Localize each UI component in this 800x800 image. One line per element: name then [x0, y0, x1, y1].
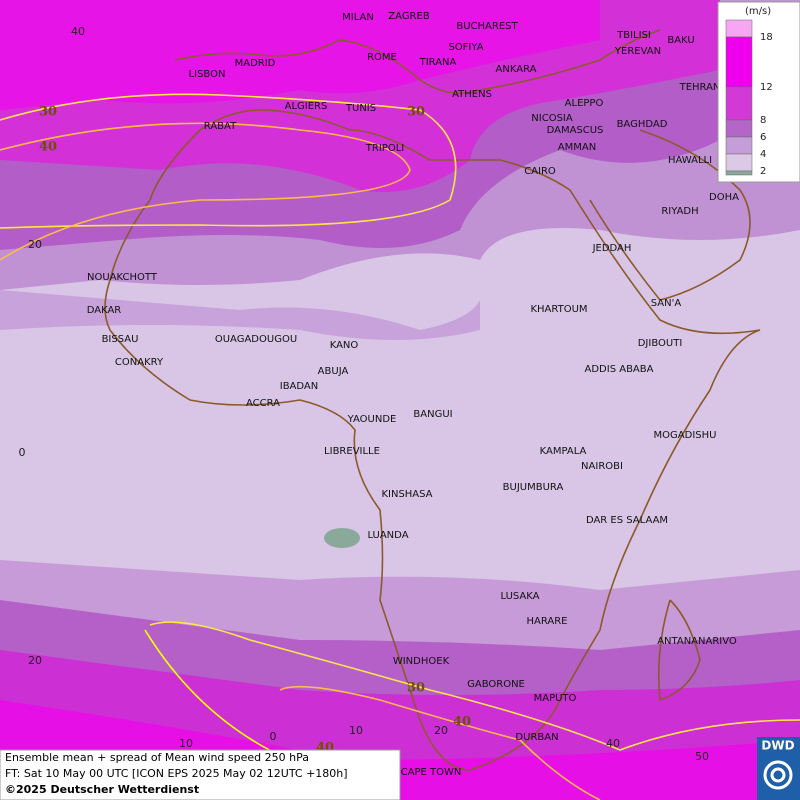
city-label: SAN'A	[651, 298, 682, 309]
city-label: TBILISI	[616, 30, 651, 41]
contour-label: 30	[407, 681, 425, 696]
city-label: ALEPPO	[565, 98, 604, 109]
legend-tick-label: 12	[760, 82, 773, 93]
longitude-label: 10	[349, 724, 363, 737]
city-label: ADDIS ABABA	[585, 364, 654, 375]
legend-unit: (m/s)	[745, 6, 771, 17]
city-label: DOHA	[709, 192, 739, 203]
city-label: DAMASCUS	[547, 125, 604, 136]
info-line: Ensemble mean + spread of Mean wind spee…	[5, 751, 309, 764]
city-label: DAKAR	[87, 305, 122, 316]
logo: DWD	[757, 737, 800, 800]
contour-label: 30	[407, 105, 425, 120]
city-label: ANTANANARIVO	[657, 636, 737, 647]
longitude-label: 0	[270, 730, 277, 743]
latitude-label: 20	[28, 654, 42, 667]
info-line: FT: Sat 10 May 00 UTC [ICON EPS 2025 May…	[5, 767, 348, 780]
legend-tick-label: 6	[760, 132, 766, 143]
city-label: KHARTOUM	[530, 304, 587, 315]
city-label: MADRID	[235, 58, 276, 69]
city-label: DAR ES SALAAM	[586, 515, 668, 526]
city-label: NAIROBI	[581, 461, 623, 472]
city-label: KAMPALA	[540, 446, 587, 457]
city-label: OUAGADOUGOU	[215, 334, 297, 345]
city-label: CAIRO	[524, 166, 556, 177]
contour-label: 40	[453, 715, 471, 730]
legend-tick-label: 8	[760, 115, 766, 126]
city-label: ZAGREB	[388, 11, 430, 22]
legend: (m/s) 18 12 8 6 4 2	[717, 1, 800, 183]
city-label: BAGHDAD	[617, 119, 668, 130]
city-label: LISBON	[189, 69, 226, 80]
city-label: BUJUMBURA	[503, 482, 564, 493]
city-label: ABUJA	[318, 366, 349, 377]
city-label: LUANDA	[367, 530, 408, 541]
city-label: KANO	[330, 340, 359, 351]
longitude-label: 10	[179, 737, 193, 750]
city-label: GABORONE	[467, 679, 525, 690]
city-label: ATHENS	[452, 89, 492, 100]
city-label: LUSAKA	[501, 591, 540, 602]
city-label: MAPUTO	[534, 693, 577, 704]
city-label: YAOUNDE	[347, 414, 397, 425]
legend-tick-label: 4	[760, 149, 766, 160]
legend-tick-label: 18	[760, 32, 773, 43]
city-label: BAKU	[667, 35, 694, 46]
contour-label: 30	[39, 105, 57, 120]
city-label: IBADAN	[280, 381, 319, 392]
info-background	[0, 749, 401, 800]
city-label: JEDDAH	[592, 243, 632, 254]
city-label: MILAN	[342, 12, 374, 23]
city-label: TIRANA	[419, 57, 457, 68]
city-label: DJIBOUTI	[638, 338, 683, 349]
city-label: ANKARA	[496, 64, 537, 75]
city-label: ALGIERS	[285, 101, 328, 112]
city-label: NOUAKCHOTT	[87, 272, 158, 283]
legend-tick-label: 2	[760, 166, 766, 177]
coastlines	[104, 29, 761, 771]
city-label: CONAKRY	[115, 357, 164, 368]
city-label: AMMAN	[558, 142, 596, 153]
city-label: BISSAU	[102, 334, 139, 345]
city-label: DURBAN	[515, 732, 558, 743]
info-box: Ensemble mean + spread of Mean wind spee…	[0, 749, 401, 800]
city-label: RIYADH	[661, 206, 698, 217]
city-label: BANGUI	[413, 409, 452, 420]
city-label: SOFIYA	[448, 42, 483, 53]
contour-label: 40	[39, 140, 57, 155]
contours	[0, 93, 800, 800]
longitude-label: 40	[606, 737, 620, 750]
city-label: HARARE	[526, 616, 567, 627]
city-label: MOGADISHU	[654, 430, 717, 441]
logo-text: DWD	[761, 739, 794, 753]
latitude-label: 40	[71, 25, 85, 38]
city-label: RABAT	[204, 121, 237, 132]
latitude-label: 20	[28, 238, 42, 251]
city-label: CAPE TOWN	[401, 767, 462, 778]
city-label: ROME	[367, 52, 397, 63]
city-label: KINSHASA	[381, 489, 432, 500]
city-label: NICOSIA	[531, 113, 573, 124]
city-label: ACCRA	[246, 398, 280, 409]
city-label: TUNIS	[345, 103, 376, 114]
city-label: LIBREVILLE	[324, 446, 380, 457]
latitude-label: 0	[19, 446, 26, 459]
copyright: ©2025 Deutscher Wetterdienst	[5, 783, 199, 796]
city-label: YEREVAN	[614, 46, 661, 57]
longitude-label: 50	[695, 750, 709, 763]
city-label: TRIPOLI	[365, 143, 404, 154]
city-label: BUCHAREST	[456, 21, 518, 32]
longitude-label: 20	[434, 724, 448, 737]
labels: MILAN ZAGREB BUCHAREST TBILISI BAKU SOFIYA ROM…	[19, 11, 740, 778]
city-label: WINDHOEK	[393, 656, 450, 667]
city-label: TEHRAN	[679, 82, 721, 93]
city-label: HAWALLI	[668, 155, 712, 166]
